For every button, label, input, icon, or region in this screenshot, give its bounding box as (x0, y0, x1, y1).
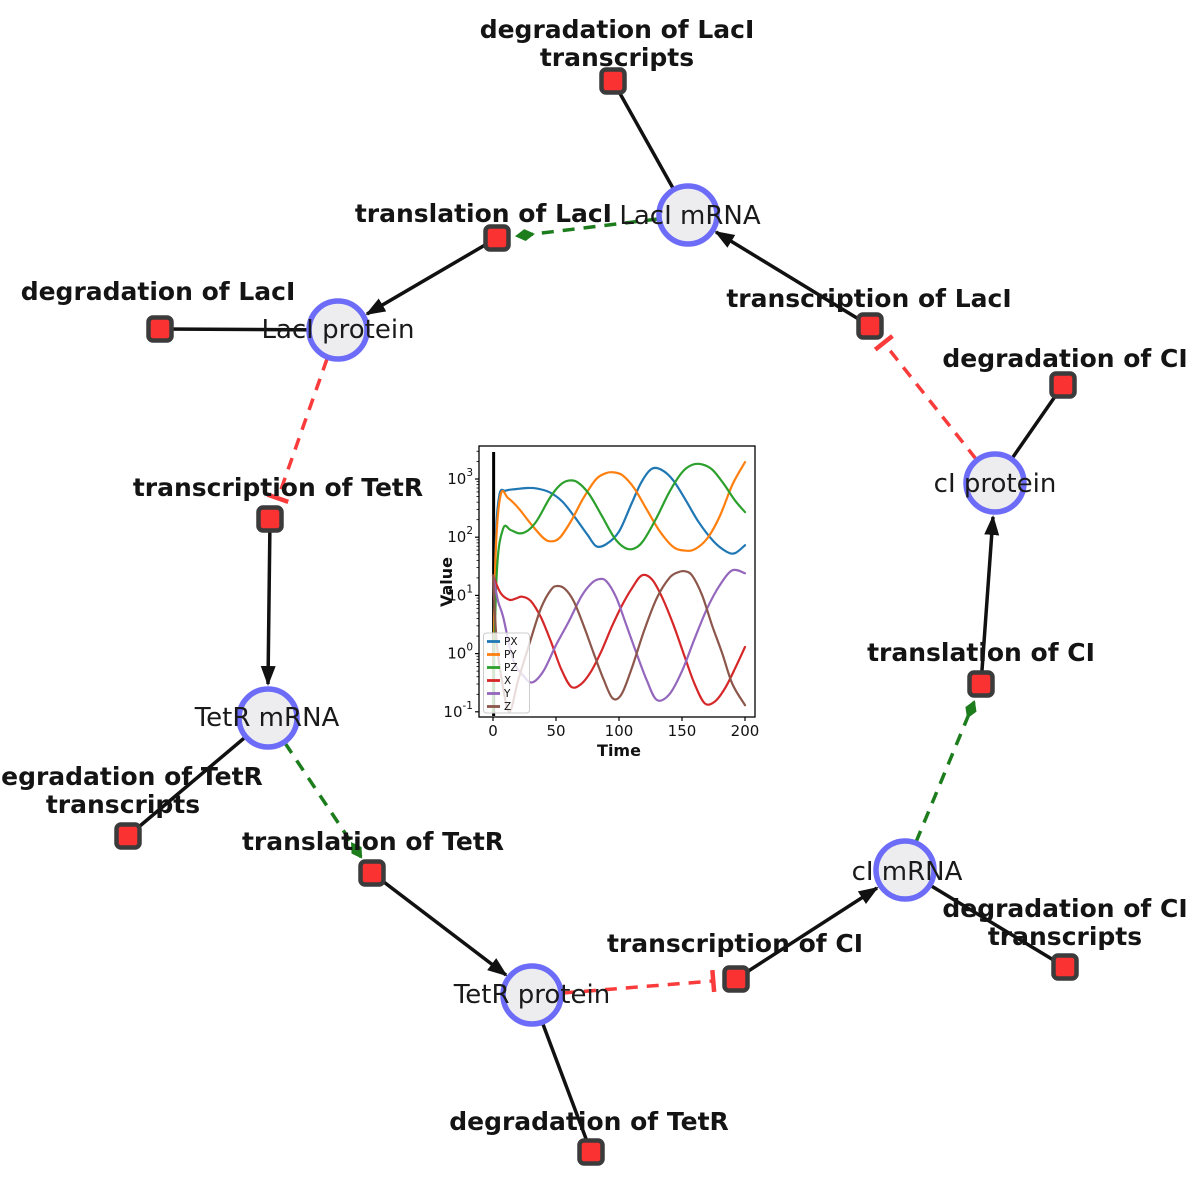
series-line-X (491, 573, 747, 706)
label-degradation-laci-transcripts-1: degradation of LacI (480, 15, 755, 44)
species-node-ci-mrna (873, 838, 937, 902)
legend-label-PY: PY (504, 649, 517, 661)
edge-laci-protein-inhibits-transcription-tetr (266, 358, 329, 505)
legend-label-Z: Z (504, 701, 511, 713)
reaction-node-transcription-laci (856, 312, 884, 340)
reaction-node-degradation-ci-transcripts (1051, 953, 1079, 981)
label-laci-protein: LacI protein (261, 315, 414, 345)
label-degradation-ci: degradation of CI (942, 344, 1187, 373)
edge-translation-ci-to-ci-protein (979, 515, 1000, 685)
series-line-PY (491, 461, 747, 713)
y-tick-label: 101 (447, 583, 473, 604)
network-nodes (114, 67, 1079, 1166)
reaction-node-transcription-tetr (256, 505, 284, 533)
label-translation-laci: translation of LacI (355, 199, 612, 228)
edge-tetr-protein-inhibits-transcription-ci (562, 969, 717, 995)
species-node-laci-mrna (656, 183, 720, 247)
reaction-node-degradation-tetr (577, 1138, 605, 1166)
label-transcription-laci: transcription of LacI (726, 284, 1011, 313)
reaction-node-degradation-tetr-transcripts (114, 822, 142, 850)
label-translation-ci: translation of CI (867, 638, 1095, 667)
label-ci-mrna: cI mRNA (852, 857, 963, 887)
label-tetr-protein: TetR protein (453, 980, 610, 1010)
label-degradation-laci: degradation of LacI (21, 277, 296, 306)
species-node-tetr-protein (500, 963, 564, 1027)
label-tetr-mrna: TetR mRNA (194, 703, 340, 733)
edge-transcription-tetr-to-tetr-mrna (260, 518, 276, 686)
label-ci-protein: cI protein (934, 469, 1057, 499)
y-tick-label: 103 (447, 467, 473, 488)
reaction-node-transcription-ci (722, 965, 750, 993)
species-node-ci-protein (963, 451, 1027, 515)
x-axis-label: Time (597, 741, 641, 760)
label-degradation-tetr-transcripts-2: transcripts (46, 790, 200, 819)
network-edges (126, 80, 1066, 1153)
y-tick-label: 10-1 (443, 700, 473, 721)
reaction-node-translation-tetr (358, 859, 386, 887)
label-degradation-tetr: degradation of TetR (449, 1107, 729, 1136)
y-axis-label: Value (437, 557, 456, 607)
edge-ci-mrna-catalyzes-translation (914, 700, 977, 843)
edge-transcription-ci-to-ci-mrna (735, 886, 879, 981)
x-tick-label: 200 (731, 722, 760, 740)
species-node-laci-protein (306, 298, 370, 362)
legend-label-X: X (504, 675, 511, 687)
reaction-node-degradation-laci (146, 315, 174, 343)
label-degradation-laci-transcripts-2: transcripts (540, 43, 694, 72)
species-node-tetr-mrna (236, 686, 300, 750)
label-degradation-ci-transcripts-2: transcripts (988, 922, 1142, 951)
network-labels: degradation of LacI transcripts translat… (0, 15, 1188, 1136)
legend-label-PX: PX (504, 636, 518, 648)
label-transcription-ci: transcription of CI (607, 929, 863, 958)
x-tick-label: 100 (605, 722, 634, 740)
label-translation-tetr: translation of TetR (242, 827, 504, 856)
edge-laci-mrna-catalyzes-translation (515, 217, 659, 241)
legend-label-PZ: PZ (504, 662, 518, 674)
reaction-node-degradation-ci (1049, 371, 1077, 399)
edge-tetr-mrna-catalyzes-translation (283, 742, 363, 859)
label-laci-mrna: LacI mRNA (619, 201, 760, 231)
label-degradation-tetr-transcripts-1: degradation of TetR (0, 762, 263, 791)
label-degradation-ci-transcripts-1: degradation of CI (942, 894, 1187, 923)
x-tick-label: 50 (546, 722, 565, 740)
series-line-PX (491, 466, 747, 713)
y-tick-label: 100 (447, 642, 473, 663)
y-tick-label: 102 (447, 525, 473, 546)
legend-label-Y: Y (503, 688, 511, 700)
edge-ci-protein-inhibits-transcription-laci (873, 334, 978, 461)
edge-translation-laci-to-laci-protein (365, 236, 498, 316)
edge-transcription-laci-to-laci-mrna (714, 230, 871, 328)
reaction-node-translation-laci (483, 224, 511, 252)
x-tick-label: 150 (668, 722, 697, 740)
x-tick-label: 0 (488, 722, 498, 740)
reaction-node-degradation-laci-transcripts (599, 67, 627, 95)
series-line-PZ (491, 462, 747, 713)
edge-translation-tetr-to-tetr-protein (370, 871, 508, 977)
label-transcription-tetr: transcription of TetR (133, 473, 423, 502)
reaction-node-translation-ci (967, 670, 995, 698)
